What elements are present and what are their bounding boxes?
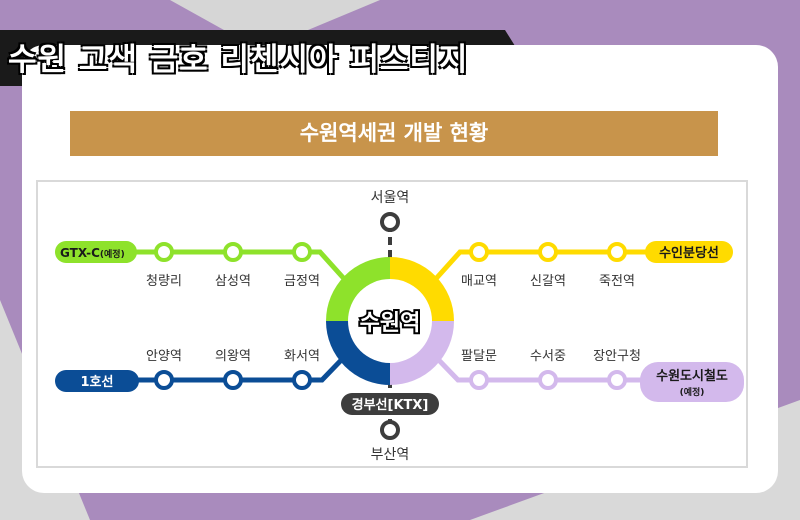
station-marker-gtx-2[interactable] <box>223 242 243 262</box>
suin-bundang-badge[interactable] <box>645 241 733 263</box>
station-label-seoul: 서울역 <box>371 190 410 206</box>
station-marker-seoul[interactable] <box>380 212 400 232</box>
suwon-tram-badge-label: 수원도시철도 <box>656 368 728 384</box>
hub-center[interactable] <box>348 279 432 363</box>
station-marker-tram-1[interactable] <box>469 370 489 390</box>
station-label-suin-1: 매교역 <box>461 274 497 289</box>
station-marker-suin-3[interactable] <box>607 242 627 262</box>
station-marker-line1-1[interactable] <box>154 370 174 390</box>
line1-badge[interactable] <box>55 370 139 392</box>
suin-bundang-badge-label: 수인분당선 <box>659 245 719 261</box>
station-marker-tram-3[interactable] <box>607 370 627 390</box>
station-label-suin-3: 죽전역 <box>599 274 635 289</box>
station-marker-busan[interactable] <box>380 420 400 440</box>
section-header: 수원역세권 개발 현황 <box>70 111 718 156</box>
station-label-line1-1: 안양역 <box>146 349 182 364</box>
suwon-tram-line <box>429 350 660 383</box>
section-title: 수원역세권 개발 현황 <box>299 121 489 145</box>
page-title: 수원 고색 금호 리첸시아 퍼스티지 <box>8 42 469 78</box>
station-label-line1-2: 의왕역 <box>215 349 251 364</box>
station-label-line1-3: 화서역 <box>284 349 320 364</box>
line1-line <box>120 350 351 383</box>
station-marker-gtx-3[interactable] <box>292 242 312 262</box>
gtx-c-badge-label: GTX-C(예정) <box>60 246 125 260</box>
station-marker-line1-2[interactable] <box>223 370 243 390</box>
station-label-gtx-1: 청량리 <box>146 274 182 289</box>
station-label-busan: 부산역 <box>371 447 410 463</box>
station-marker-suin-2[interactable] <box>538 242 558 262</box>
station-label-tram-3: 장안구청 <box>593 349 641 364</box>
suwon-tram-badge-note: (예정) <box>680 386 705 398</box>
station-marker-suin-1[interactable] <box>469 242 489 262</box>
gyeongbu-badge-label: 경부선[KTX] <box>352 397 429 413</box>
station-label-suin-2: 신갈역 <box>530 274 566 289</box>
gtx-c-line <box>120 249 349 284</box>
line1-badge-label: 1호선 <box>81 374 114 390</box>
station-marker-gtx-1[interactable] <box>154 242 174 262</box>
station-label-gtx-3: 금정역 <box>284 274 320 289</box>
suin-bundang-line <box>431 249 660 284</box>
gtx-c-badge[interactable] <box>55 241 137 263</box>
hub-center-label: 수원역 <box>360 311 421 336</box>
station-label-tram-1: 팔달문 <box>461 349 497 364</box>
station-marker-tram-2[interactable] <box>538 370 558 390</box>
station-label-tram-2: 수서중 <box>530 349 566 364</box>
station-label-gtx-2: 삼성역 <box>215 274 251 289</box>
station-marker-line1-3[interactable] <box>292 370 312 390</box>
suwon-tram-badge[interactable] <box>640 362 744 402</box>
gyeongbu-badge[interactable] <box>341 393 439 415</box>
